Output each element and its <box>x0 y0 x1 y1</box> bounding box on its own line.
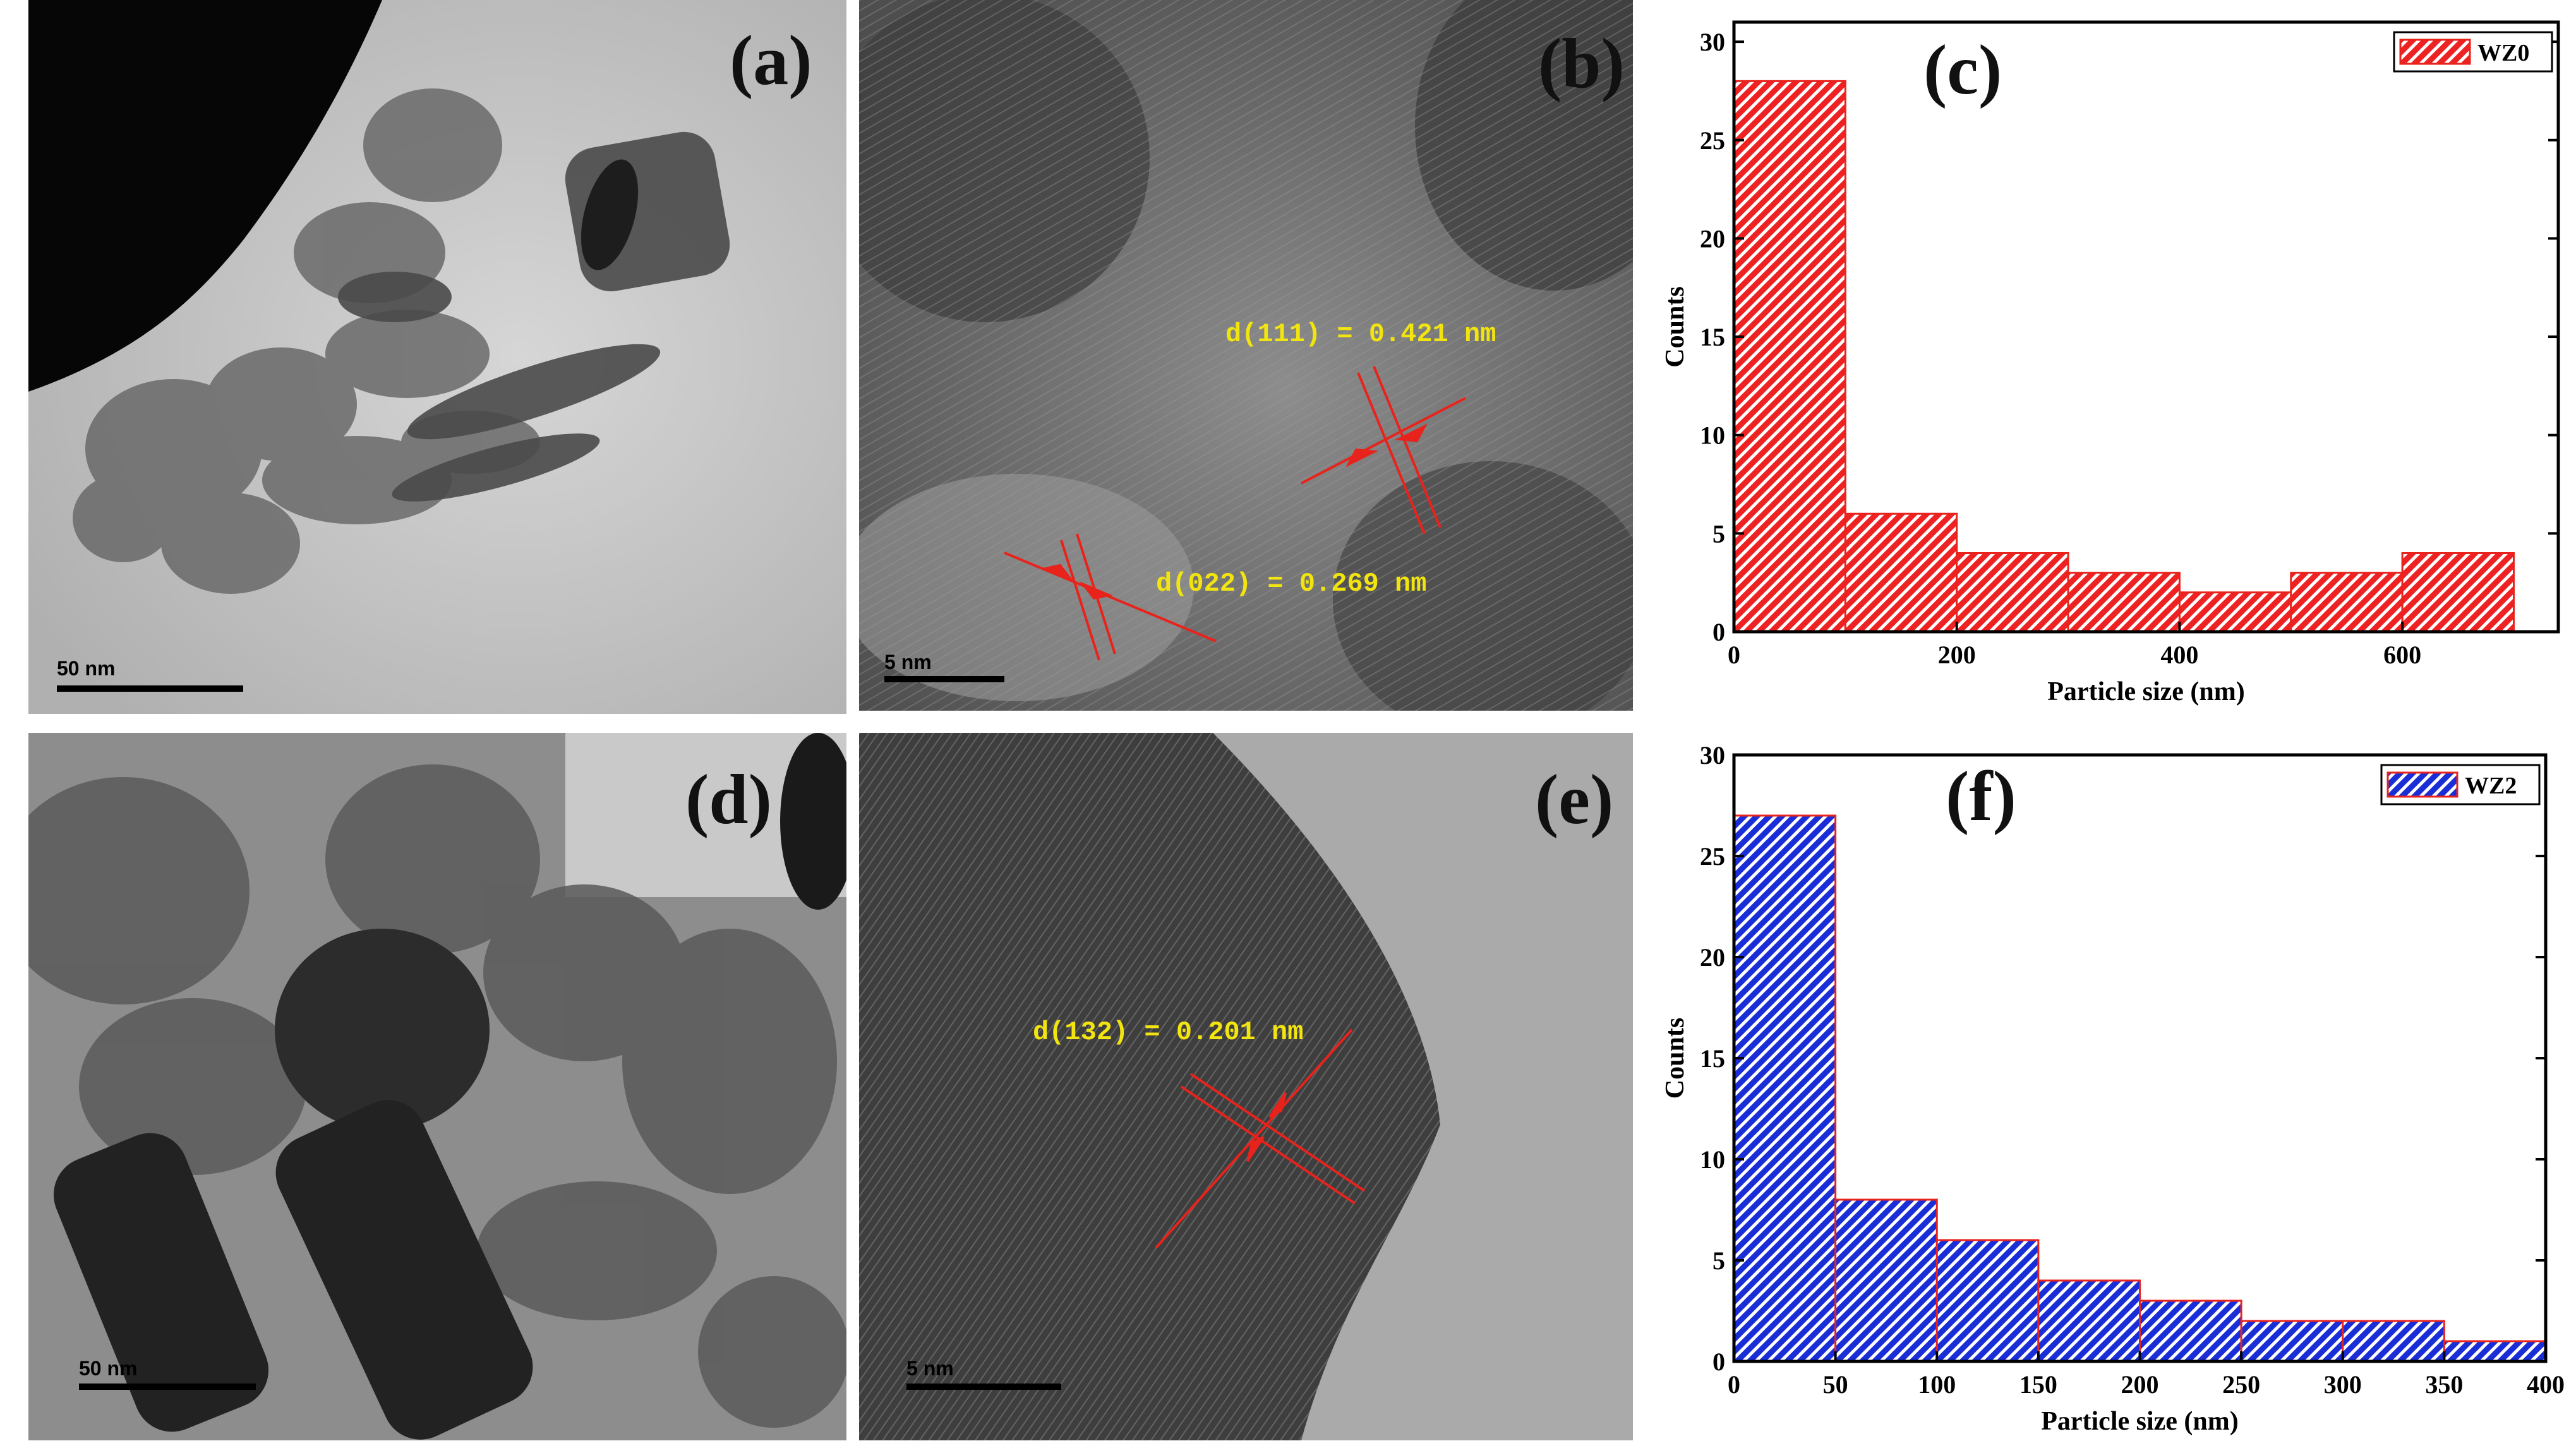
histogram-bar <box>1733 80 1846 633</box>
scale-text-d: 50 nm <box>79 1357 138 1380</box>
plot-frame <box>1732 20 2560 634</box>
x-tick-label: 0 <box>1728 1370 1740 1399</box>
y-tick-label: 15 <box>1700 1044 1725 1073</box>
histogram-chart-c: 0 5 10 15 20 25 30 0 200 400 600 Particle size (nm)… <box>1661 20 2560 706</box>
hrtem-micrograph-b <box>859 0 1633 711</box>
histogram-bar <box>2342 1320 2445 1363</box>
panel-label-a: (a) <box>730 21 812 100</box>
scale-bar-e <box>906 1384 1061 1390</box>
y-tick-label: 30 <box>1700 28 1725 56</box>
legend-swatch <box>2386 771 2459 798</box>
histogram-bar <box>2240 1320 2344 1363</box>
x-tick-label: 350 <box>2425 1370 2463 1399</box>
x-tick-label: 200 <box>2121 1370 2159 1399</box>
scale-bar-a <box>57 685 243 692</box>
tem-micrograph-d <box>28 733 846 1440</box>
histogram-bar <box>1844 512 1958 633</box>
d-spacing-label-111: d(111) = 0.421 nm <box>1225 319 1496 349</box>
x-tick-label: 50 <box>1823 1370 1848 1399</box>
x-axis-label: Particle size (nm) <box>2041 1407 2239 1436</box>
scale-text-b: 5 nm <box>884 651 932 673</box>
panel-label-f: (f) <box>1946 757 2016 836</box>
x-tick-label: 300 <box>2324 1370 2362 1399</box>
y-tick-label: 0 <box>1712 618 1725 646</box>
panel-c-histogram: 0 5 10 15 20 25 30 0 200 400 600 Particle size (nm)… <box>1636 0 2576 720</box>
d-spacing-label-022: d(022) = 0.269 nm <box>1156 569 1427 599</box>
panel-label-e: (e) <box>1535 761 1614 839</box>
histogram-bar <box>2443 1340 2547 1363</box>
scale-text-a: 50 nm <box>57 657 116 680</box>
x-tick-label: 150 <box>2019 1370 2057 1399</box>
y-tick-label: 30 <box>1700 741 1725 769</box>
y-tick-label: 25 <box>1700 842 1725 871</box>
panel-e-hrtem-image: d(132) = 0.201 nm 5 nm (e) <box>859 733 1633 1440</box>
y-tick-label: 20 <box>1700 943 1725 972</box>
scale-bar-d <box>79 1384 256 1390</box>
histogram-bar <box>2178 591 2292 633</box>
y-axis-label: Counts <box>1661 1018 1690 1099</box>
histogram-bar <box>2067 572 2181 633</box>
y-tick-label: 0 <box>1712 1347 1725 1376</box>
y-tick-label: 25 <box>1700 126 1725 155</box>
legend-swatch <box>2399 39 2471 65</box>
panel-label-b: (b) <box>1538 25 1625 103</box>
x-tick-label: 400 <box>2160 641 2198 669</box>
histogram-bar <box>2401 552 2515 633</box>
histogram-bar <box>1834 1198 1938 1363</box>
histogram-bar <box>1956 552 2069 633</box>
scale-bar-b <box>884 676 1004 682</box>
x-tick-label: 600 <box>2383 641 2421 669</box>
x-tick-label: 250 <box>2222 1370 2260 1399</box>
histogram-bar <box>2037 1279 2141 1363</box>
legend-label: WZ0 <box>2477 40 2529 66</box>
d-spacing-label-132: d(132) = 0.201 nm <box>1033 1017 1304 1047</box>
tem-micrograph-a <box>28 0 846 714</box>
y-axis-label: Counts <box>1661 286 1690 367</box>
y-tick-label: 10 <box>1700 421 1725 450</box>
x-tick-label: 200 <box>1938 641 1976 669</box>
histogram-bar <box>1935 1239 2040 1363</box>
y-tick-label: 20 <box>1700 224 1725 253</box>
x-tick-label: 100 <box>1918 1370 1956 1399</box>
histogram-bar <box>2139 1299 2242 1363</box>
x-tick-label: 400 <box>2527 1370 2565 1399</box>
panel-label-c: (c) <box>1923 31 2002 109</box>
y-tick-label: 10 <box>1700 1145 1725 1174</box>
panel-b-hrtem-image: d(111) = 0.421 nm d(022) = 0.269 nm 5 nm… <box>859 0 1633 711</box>
legend-label: WZ2 <box>2465 773 2517 799</box>
x-tick-label: 0 <box>1728 641 1740 669</box>
panel-label-d: (d) <box>685 761 772 839</box>
panel-d-tem-image: 50 nm (d) <box>28 733 846 1440</box>
panel-a-tem-image: 50 nm (a) <box>28 0 846 714</box>
x-axis-label: Particle size (nm) <box>2047 677 2245 706</box>
histogram-bar <box>2290 572 2404 633</box>
hrtem-micrograph-e <box>859 733 1633 1440</box>
scale-text-e: 5 nm <box>906 1357 954 1380</box>
y-tick-label: 15 <box>1700 323 1725 351</box>
panel-f-histogram: 0 5 10 15 20 25 30 0 50 100 150 200 250 300 350 400 Part… <box>1636 733 2576 1453</box>
histogram-bar <box>1733 814 1837 1363</box>
y-tick-label: 5 <box>1712 519 1725 548</box>
y-tick-label: 5 <box>1712 1246 1725 1275</box>
